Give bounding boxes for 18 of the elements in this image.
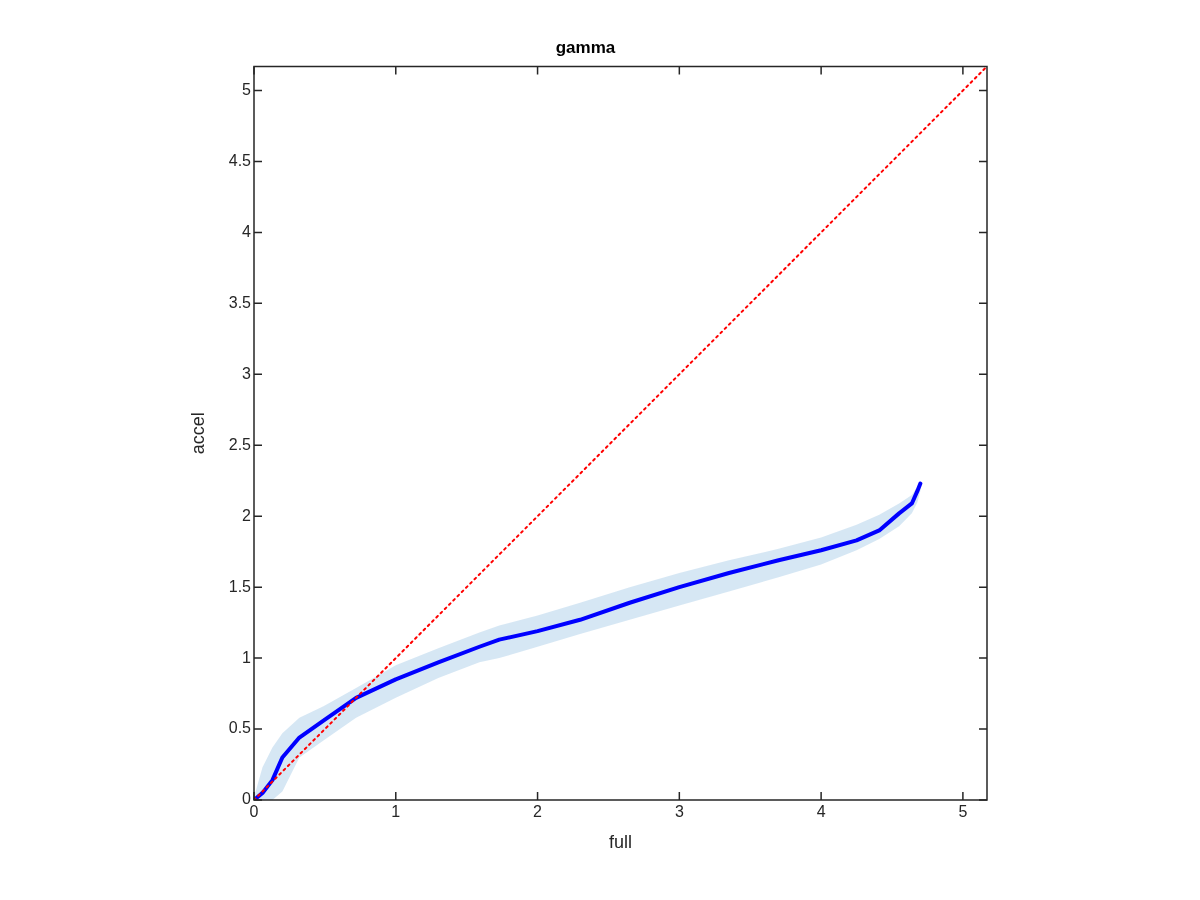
- y-tick-label: 4: [242, 222, 252, 240]
- y-axis-title: accel: [187, 412, 208, 455]
- x-axis-title: full: [608, 832, 633, 853]
- chart-title: gamma: [555, 37, 616, 57]
- y-tick-label: 3.5: [228, 293, 252, 311]
- x-tick-label: 4: [816, 803, 826, 821]
- y-tick-label: 3: [242, 364, 252, 382]
- y-tick-label: 0.5: [228, 719, 252, 737]
- x-tick-label: 1: [391, 803, 401, 821]
- y-tick-label: 1.5: [228, 577, 252, 595]
- y-tick-label: 1: [242, 648, 252, 666]
- y-tick-label: 2.5: [228, 435, 252, 453]
- y-tick-label: 5: [242, 80, 252, 98]
- x-tick-label: 2: [533, 803, 543, 821]
- x-tick-label: 3: [674, 803, 684, 821]
- y-tick-label: 2: [242, 506, 252, 524]
- y-tick-label: 4.5: [228, 151, 252, 169]
- x-tick-label: 5: [958, 803, 968, 821]
